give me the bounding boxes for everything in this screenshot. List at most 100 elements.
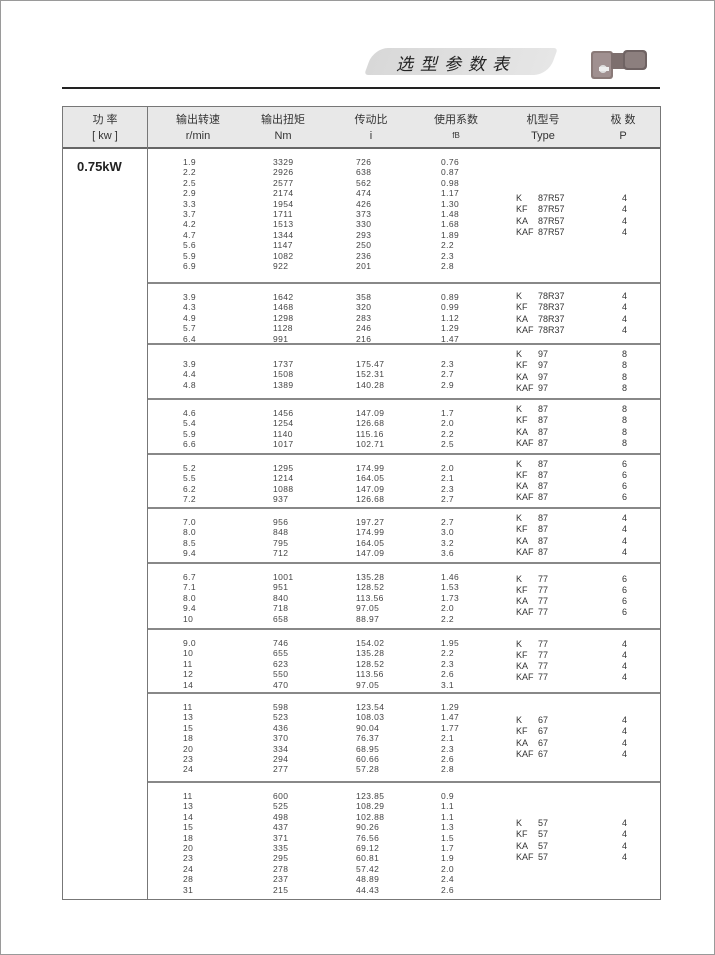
torque-cell: 991 — [273, 333, 289, 344]
type-size: 77 — [538, 672, 549, 683]
speed-cell: 20 — [183, 743, 194, 754]
ratio-cell: 474 — [356, 188, 372, 199]
type-size: 77 — [538, 661, 549, 671]
speed-cell: 5.2 — [183, 463, 197, 473]
ratio-cell: 97.05 — [356, 679, 380, 690]
poles-cell: 6 — [622, 596, 628, 606]
speed-cell: 3.9 — [183, 292, 197, 302]
block-rows: 11 598 123.54 1.29 13 523 108.03 1.47 15 436 90.04… — [148, 702, 460, 775]
type-size: 57 — [538, 818, 549, 829]
type-size: 78R37 — [538, 291, 565, 302]
type-row: KF 77 6 — [516, 585, 656, 596]
type-series: KAF — [516, 324, 534, 335]
poles-cell: 6 — [622, 481, 628, 491]
speed-cell: 11 — [183, 791, 193, 801]
table-row: 4.4 1508 152.31 2.7 — [148, 369, 458, 379]
torque-cell: 294 — [273, 753, 289, 764]
type-series: K — [516, 291, 523, 302]
poles-cell: 4 — [622, 851, 628, 862]
table-row: 11 598 123.54 1.29 — [148, 702, 459, 712]
service-factor-cell: 2.1 — [441, 473, 455, 484]
type-list: K 77 4 KF 77 4 KA 77 4 KAF 77 4 — [516, 630, 656, 692]
table-row: 1.9 3329 726 0.76 — [148, 157, 459, 167]
service-factor-cell: 1.47 — [441, 712, 460, 723]
poles-cell: 4 — [622, 661, 628, 671]
torque-cell: 746 — [273, 638, 289, 648]
block-rows: 4.6 1456 147.09 1.7 5.4 1254 126.68 2.0 5.9 1140 1… — [148, 408, 458, 450]
type-list: K 87 4 KF 87 4 KA 87 4 KAF 87 4 — [516, 509, 656, 562]
type-row: KAF 87 4 — [516, 547, 656, 558]
table-row: 3.7 1711 373 1.48 — [148, 209, 459, 219]
torque-cell: 1017 — [273, 439, 294, 450]
type-row: KAF 97 8 — [516, 383, 656, 394]
block-rows: 3.9 1737 175.47 2.3 4.4 1508 152.31 2.7 4.8 1389 1… — [148, 359, 458, 390]
table-row: 6.6 1017 102.71 2.5 — [148, 439, 458, 449]
type-row: K 87 4 — [516, 513, 656, 524]
ratio-cell: 358 — [356, 292, 372, 302]
type-row: K 97 8 — [516, 349, 656, 360]
table-block: 3.9 1737 175.47 2.3 4.4 1508 152.31 2.7 4.8 1389 1… — [148, 345, 660, 400]
type-size: 87 — [538, 513, 549, 524]
ratio-cell: 126.68 — [356, 418, 385, 429]
poles-cell: 6 — [622, 469, 628, 480]
speed-cell: 12 — [183, 669, 194, 680]
poles-cell: 4 — [622, 748, 628, 759]
type-row: K 67 4 — [516, 715, 656, 726]
table-row: 11 623 128.52 2.3 — [148, 659, 458, 669]
ratio-cell: 174.99 — [356, 527, 385, 538]
ratio-cell: 60.81 — [356, 853, 380, 864]
service-factor-cell: 2.3 — [441, 359, 455, 369]
ratio-cell: 135.28 — [356, 572, 385, 582]
page-title: 选型参数表 — [396, 55, 516, 75]
torque-cell: 600 — [273, 791, 289, 801]
service-factor-cell: 3.0 — [441, 527, 455, 538]
column-divider — [147, 107, 148, 899]
service-factor-cell: 1.53 — [441, 582, 460, 593]
table-row: 11 600 123.85 0.9 — [148, 791, 458, 801]
ratio-cell: 115.16 — [356, 428, 384, 439]
speed-cell: 4.2 — [183, 219, 197, 230]
table-row: 8.0 840 113.56 1.73 — [148, 593, 459, 603]
service-factor-cell: 2.0 — [441, 418, 455, 429]
col-speed-unit: r/min — [185, 130, 211, 142]
type-row: KAF 87 6 — [516, 492, 656, 503]
speed-cell: 24 — [183, 764, 194, 775]
poles-cell: 8 — [622, 404, 628, 415]
type-series: KF — [516, 204, 528, 215]
ratio-cell: 88.97 — [356, 613, 380, 624]
speed-cell: 13 — [183, 712, 194, 723]
torque-cell: 951 — [273, 582, 289, 593]
poles-cell: 4 — [622, 840, 628, 851]
col-type-unit: Type — [531, 130, 555, 142]
type-series: KA — [516, 371, 529, 382]
type-list: K 87 8 KF 87 8 KA 87 8 KAF 87 8 — [516, 400, 656, 453]
table-block: 3.9 1642 358 0.89 4.3 1468 320 0.99 4.9 1298 283 1.… — [148, 284, 660, 345]
torque-cell: 335 — [273, 842, 289, 853]
poles-cell: 4 — [622, 818, 628, 829]
table-row: 6.9 922 201 2.8 — [148, 261, 458, 271]
torque-cell: 436 — [273, 722, 289, 733]
poles-cell: 8 — [622, 360, 628, 371]
ratio-cell: 201 — [356, 260, 372, 271]
service-factor-cell: 2.8 — [441, 764, 455, 775]
type-series: KF — [516, 726, 528, 737]
ratio-cell: 57.42 — [356, 863, 380, 874]
torque-cell: 1468 — [273, 302, 294, 313]
type-row: KAF 77 4 — [516, 672, 656, 683]
ratio-cell: 147.09 — [356, 483, 385, 494]
torque-cell: 2926 — [273, 167, 294, 178]
torque-cell: 1082 — [273, 250, 294, 261]
ratio-cell: 197.27 — [356, 517, 385, 527]
service-factor-cell: 1.5 — [441, 832, 455, 843]
poles-cell: 4 — [622, 226, 628, 237]
torque-cell: 1214 — [273, 473, 294, 484]
ratio-cell: 76.56 — [356, 832, 380, 843]
table-row: 5.5 1214 164.05 2.1 — [148, 473, 458, 483]
torque-cell: 237 — [273, 874, 289, 885]
type-list: K 97 8 KF 97 8 KA 97 8 KAF 97 8 — [516, 345, 656, 398]
type-size: 87 — [538, 426, 549, 437]
type-row: KF 78R37 4 — [516, 302, 656, 313]
block-rows: 9.0 746 154.02 1.95 10 655 135.28 2.2 11 623 128.5… — [148, 638, 459, 690]
type-row: KF 77 4 — [516, 650, 656, 661]
ratio-cell: 236 — [356, 250, 372, 261]
